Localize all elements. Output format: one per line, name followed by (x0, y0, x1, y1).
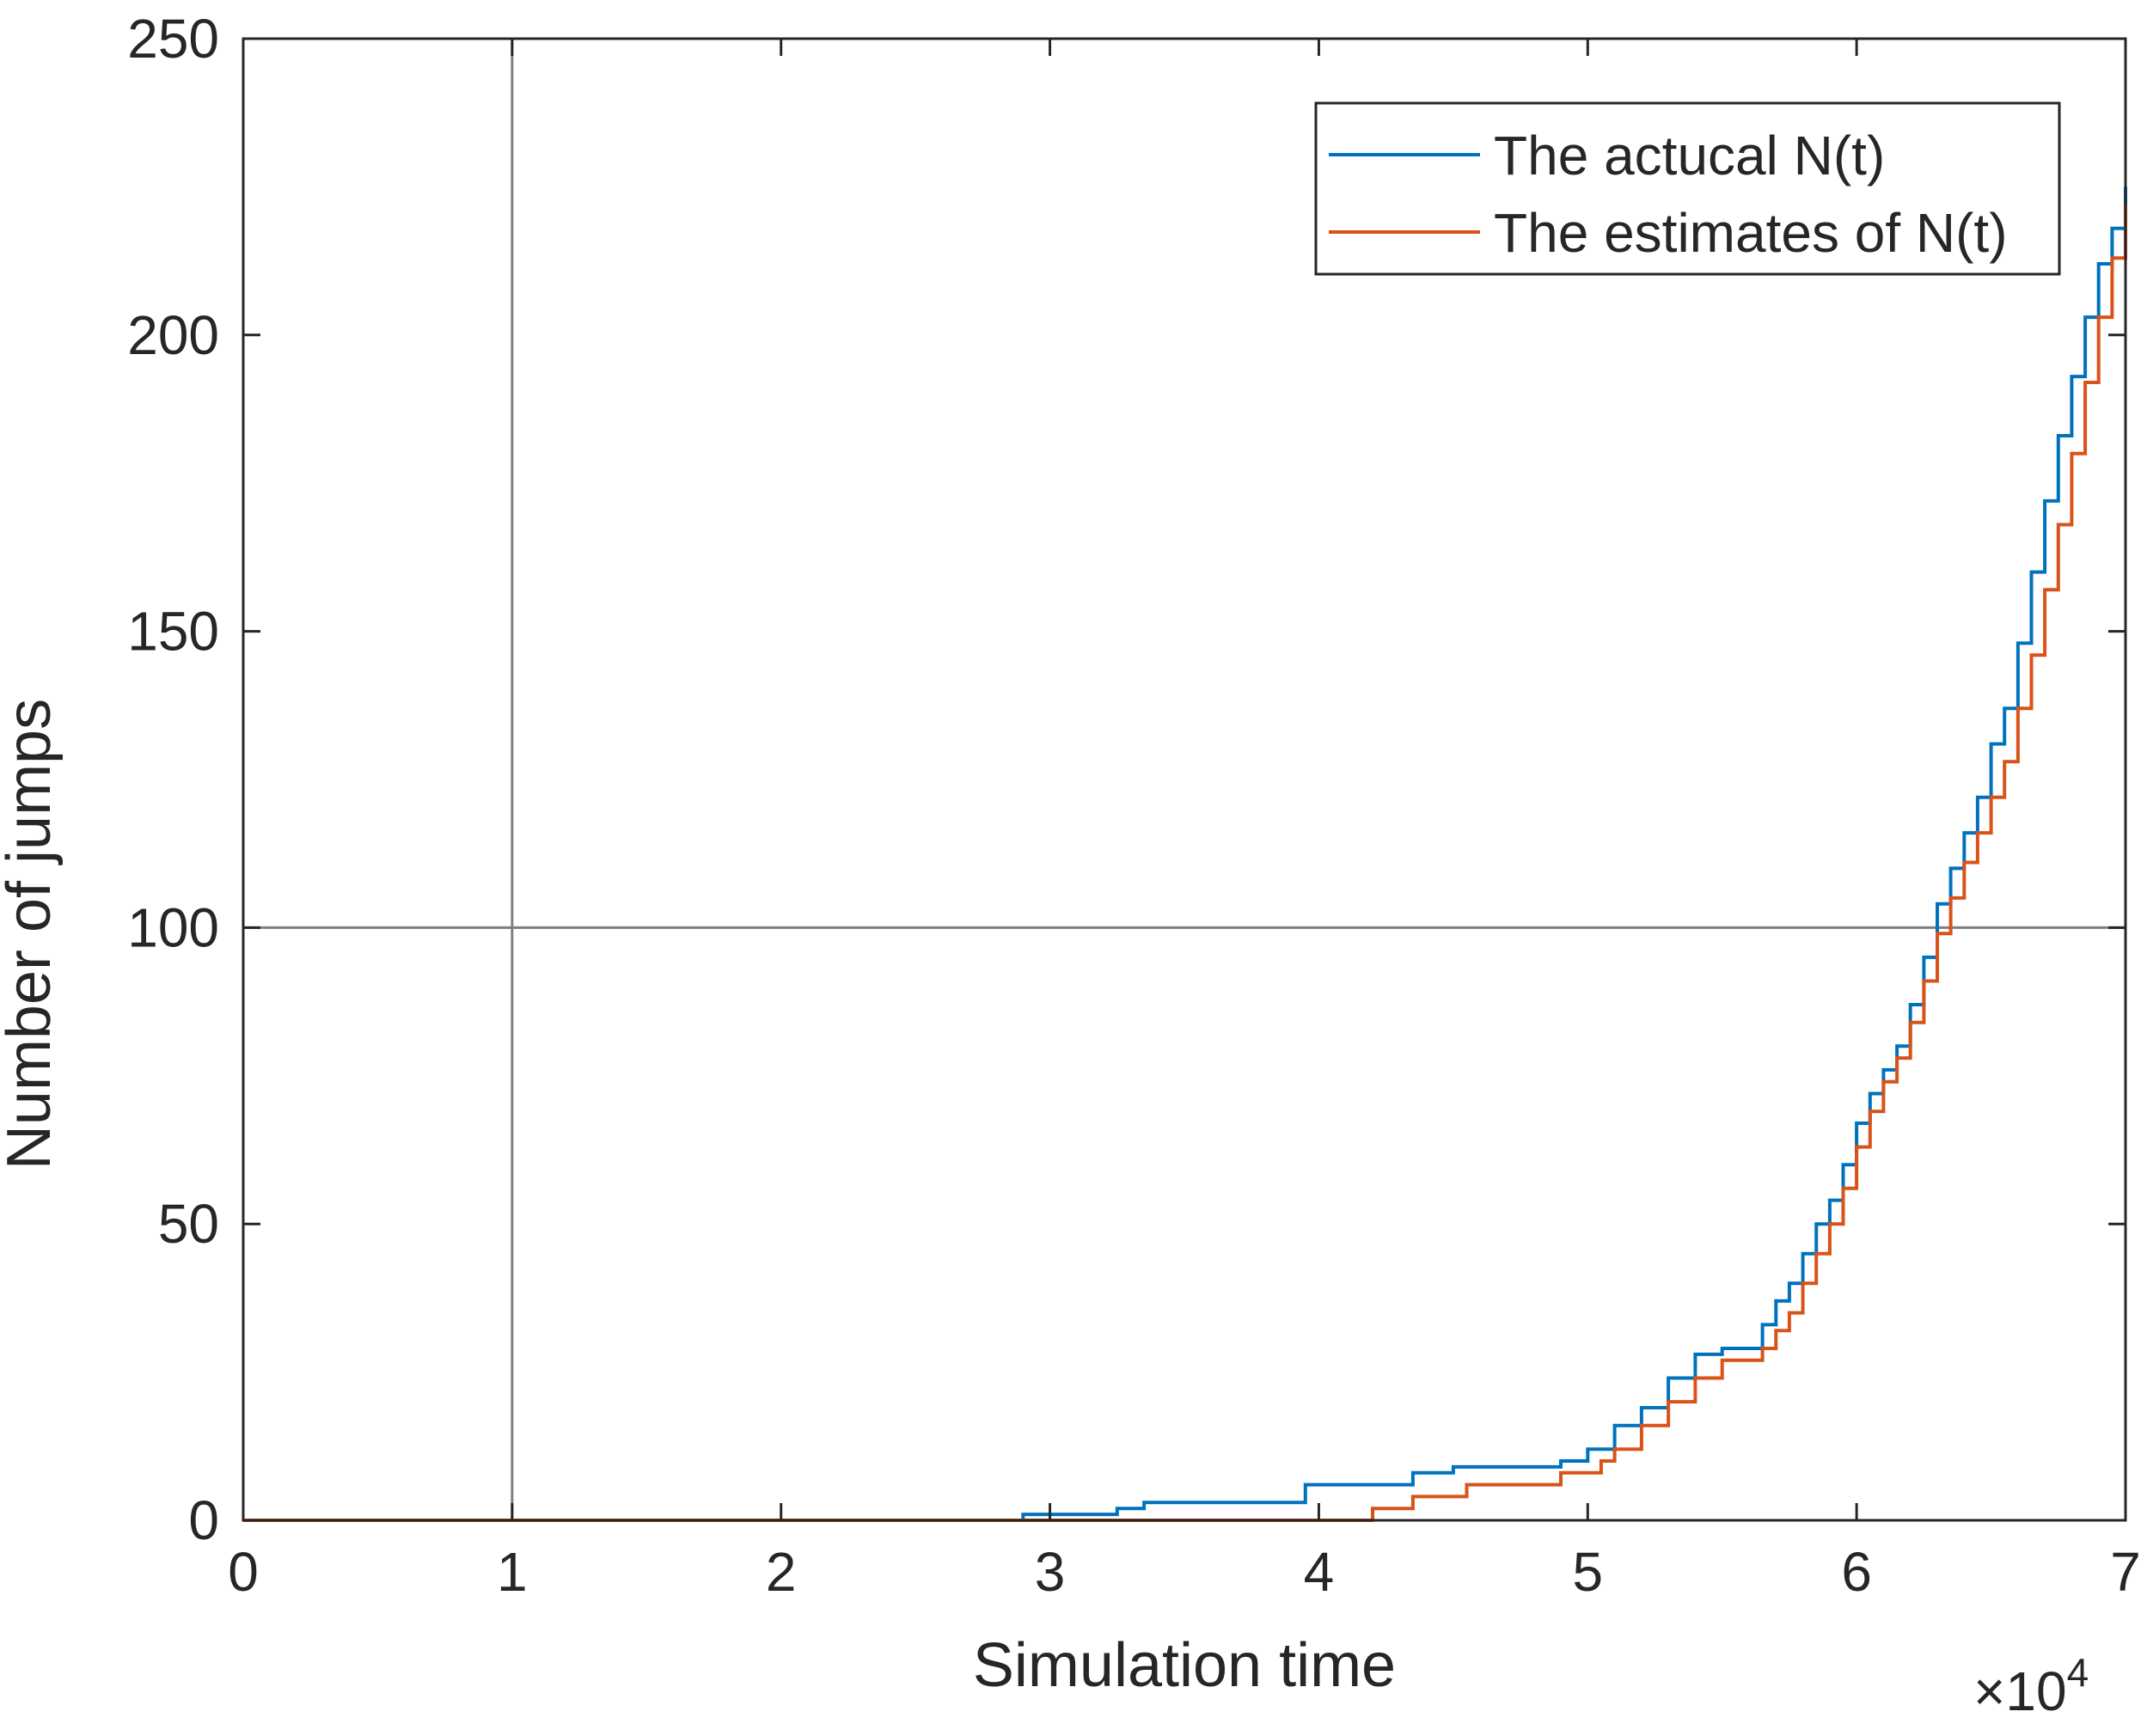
x-exponent-label: ×104 (1973, 1650, 2089, 1722)
axes-frame (242, 37, 2127, 1522)
legend-label-estimates: The estimates of N(t) (1494, 202, 2008, 264)
y-tick-label: 50 (158, 1193, 219, 1255)
y-axis-label: Number of jumps (0, 699, 64, 1170)
y-tick-label: 200 (127, 304, 219, 366)
x-tick-label: 2 (766, 1541, 797, 1603)
x-tick-label: 0 (228, 1541, 259, 1603)
legend-box (1314, 101, 2061, 276)
x-tick-label: 1 (497, 1541, 528, 1603)
x-axis-label: Simulation time (973, 1631, 1396, 1700)
y-tick-label: 250 (127, 8, 219, 70)
series-line-1 (243, 205, 2127, 1522)
ticks-layer: 0 1 2 3 4 5 6 7 0 50 100 150 200 250 (127, 8, 2141, 1603)
x-tick-label: 3 (1035, 1541, 1066, 1603)
x-exponent-base: ×10 (1973, 1660, 2067, 1722)
legend-label-actual: The actucal N(t) (1494, 125, 1885, 186)
series-layer (243, 186, 2127, 1522)
legend: The actucal N(t) The estimates of N(t) (1314, 101, 2061, 276)
axes-layer (242, 37, 2127, 1522)
y-tick-label: 0 (188, 1489, 219, 1551)
y-tick-label: 150 (127, 601, 219, 663)
x-tick-label: 6 (1841, 1541, 1872, 1603)
y-tick-label: 100 (127, 896, 219, 958)
reference-lines-layer (243, 39, 2126, 1520)
x-tick-label: 7 (2110, 1541, 2141, 1603)
x-exponent-power: 4 (2067, 1650, 2089, 1695)
x-tick-label: 5 (1572, 1541, 1603, 1603)
x-tick-label: 4 (1304, 1541, 1335, 1603)
